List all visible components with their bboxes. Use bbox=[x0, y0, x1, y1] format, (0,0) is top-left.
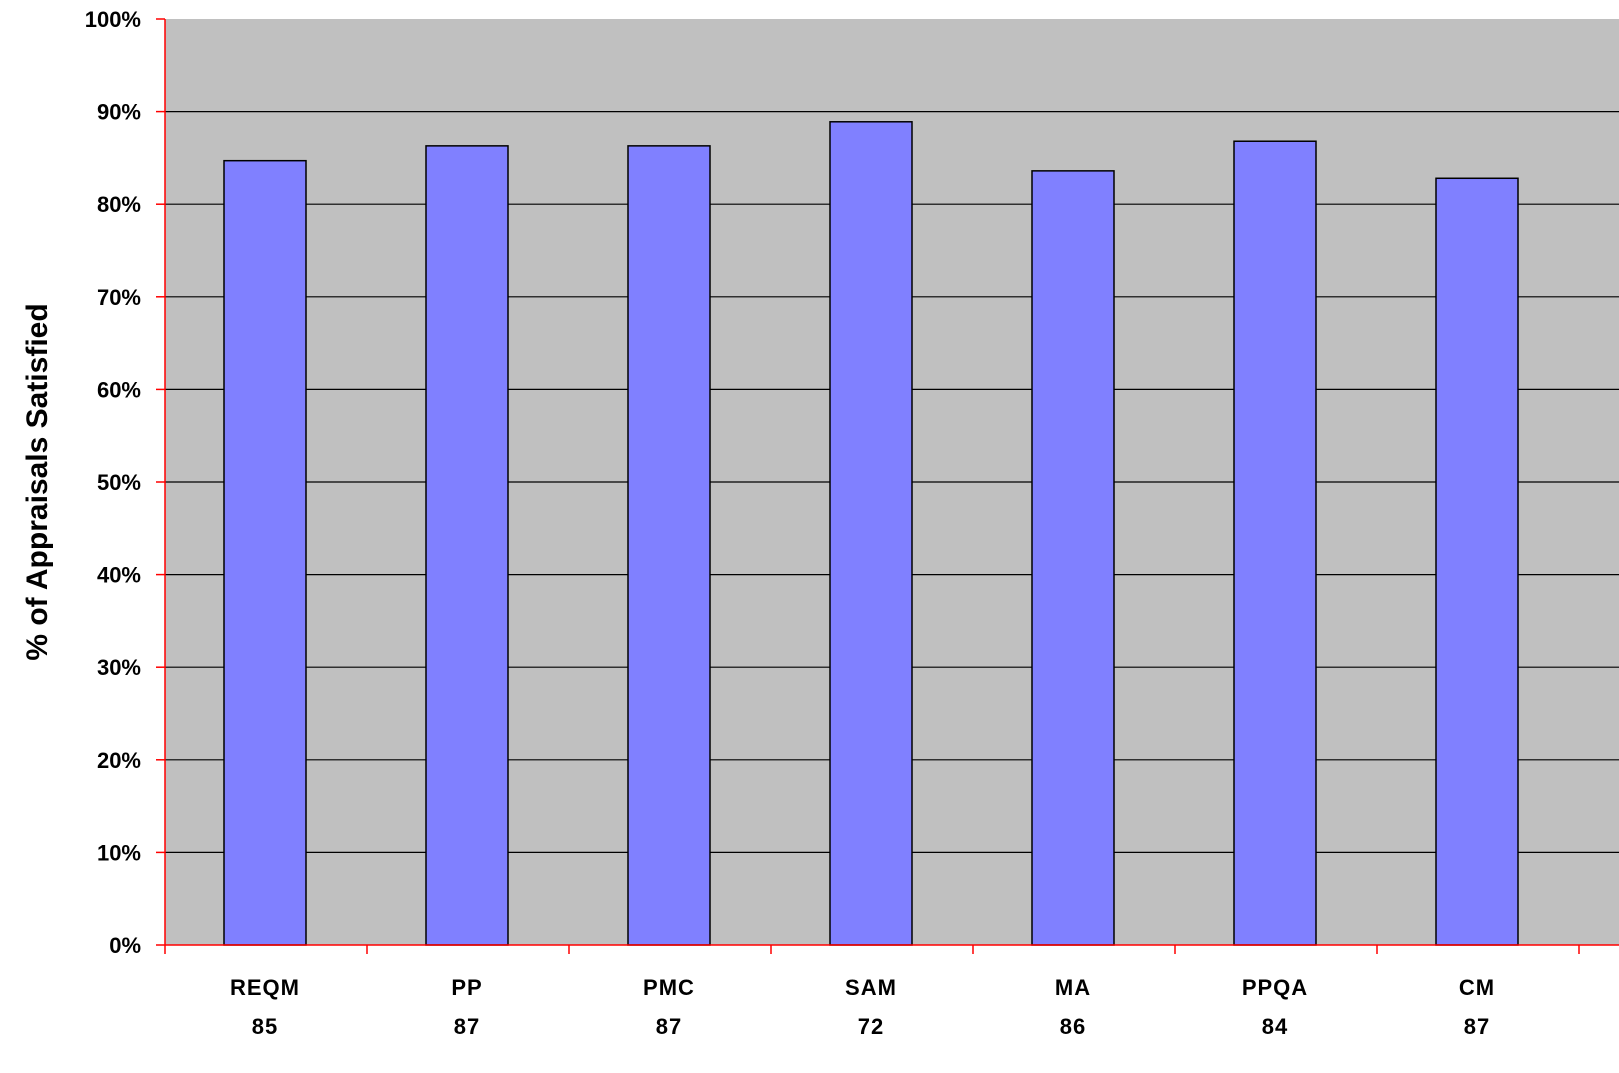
x-tick-label-pmc: PMC bbox=[643, 975, 695, 1000]
x-tick-label-reqm: REQM bbox=[230, 975, 300, 1000]
y-tick-label-90: 90% bbox=[97, 100, 141, 125]
x-tick-count-cm: 87 bbox=[1464, 1014, 1490, 1039]
bar-ppqa bbox=[1233, 140, 1317, 946]
x-tick-count-reqm: 85 bbox=[252, 1014, 278, 1039]
axes bbox=[156, 18, 1619, 954]
y-tick-label-100: 100% bbox=[85, 7, 141, 32]
y-tick-labels: 0% 10% 20% 30% 40% 50% 60% 70% 80% 90% 100% bbox=[85, 7, 141, 958]
x-tick-label-sam: SAM bbox=[845, 975, 897, 1000]
bar-ma bbox=[1031, 170, 1115, 946]
x-tick-label-cm: CM bbox=[1459, 975, 1495, 1000]
y-tick-label-0: 0% bbox=[109, 933, 141, 958]
y-tick-label-50: 50% bbox=[97, 470, 141, 495]
x-tick-label-ma: MA bbox=[1055, 975, 1091, 1000]
y-tick-label-30: 30% bbox=[97, 655, 141, 680]
x-tick-labels: REQM 85 PP 87 PMC 87 SAM 72 MA 86 PPQA 84 CM 87 bbox=[230, 975, 1495, 1039]
x-tick-count-sam: 72 bbox=[858, 1014, 884, 1039]
bar-reqm bbox=[223, 159, 307, 946]
bar-sam bbox=[829, 121, 913, 946]
bars bbox=[223, 121, 1519, 946]
y-tick-label-10: 10% bbox=[97, 840, 141, 865]
bar-pmc bbox=[627, 145, 711, 946]
x-tick-count-pp: 87 bbox=[454, 1014, 480, 1039]
y-tick-label-70: 70% bbox=[97, 285, 141, 310]
bar-pp bbox=[425, 145, 509, 946]
x-tick-label-pp: PP bbox=[451, 975, 482, 1000]
x-tick-count-ppqa: 84 bbox=[1262, 1014, 1288, 1039]
x-tick-count-pmc: 87 bbox=[656, 1014, 682, 1039]
x-tick-count-ma: 86 bbox=[1060, 1014, 1086, 1039]
y-tick-label-80: 80% bbox=[97, 192, 141, 217]
y-axis-title: % of Appraisals Satisfied bbox=[21, 303, 54, 660]
y-tick-label-60: 60% bbox=[97, 377, 141, 402]
y-tick-label-40: 40% bbox=[97, 563, 141, 588]
x-tick-label-ppqa: PPQA bbox=[1242, 975, 1308, 1000]
bar-cm bbox=[1435, 177, 1519, 946]
y-tick-label-20: 20% bbox=[97, 748, 141, 773]
